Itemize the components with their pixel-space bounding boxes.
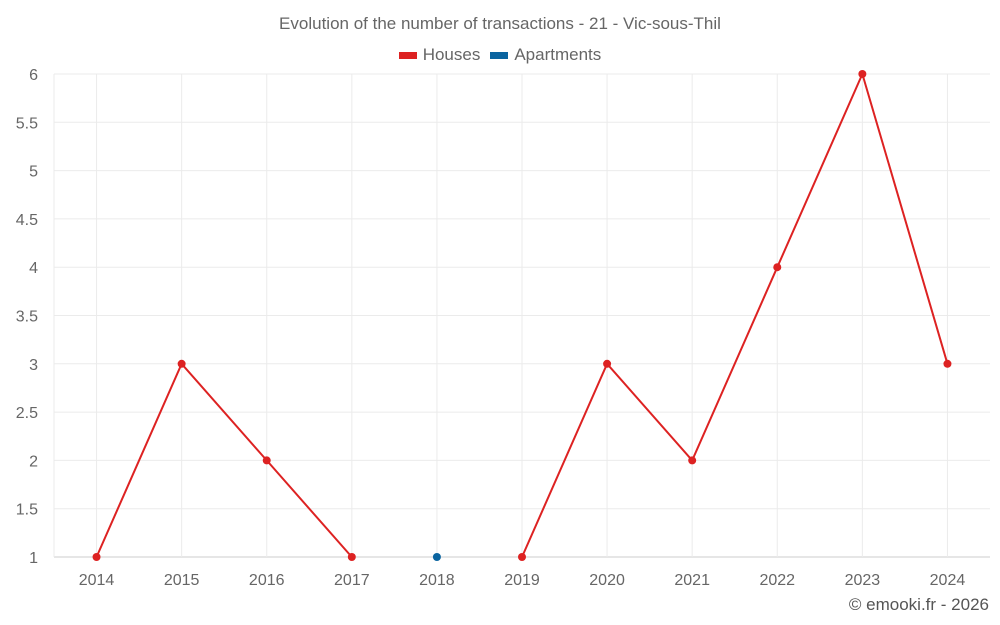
data-point-houses xyxy=(603,359,612,368)
y-tick-label: 5.5 xyxy=(16,115,38,132)
chart-title: Evolution of the number of transactions … xyxy=(279,14,721,33)
y-tick-label: 1 xyxy=(29,550,38,567)
x-tick-label: 2017 xyxy=(334,572,370,589)
data-point-houses xyxy=(177,359,186,368)
y-tick-label: 5 xyxy=(29,164,38,181)
legend-item-houses[interactable]: Houses xyxy=(398,45,481,65)
x-tick-label: 2024 xyxy=(930,572,966,589)
x-tick-label: 2016 xyxy=(249,572,285,589)
x-tick-label: 2020 xyxy=(589,572,625,589)
legend-item-apartments[interactable]: Apartments xyxy=(490,45,601,65)
y-tick-label: 4 xyxy=(29,260,38,277)
y-tick-label: 3 xyxy=(29,357,38,374)
data-point-houses xyxy=(262,456,271,465)
y-tick-label: 3.5 xyxy=(16,309,38,326)
data-point-houses xyxy=(92,553,101,561)
credit: © emooki.fr - 2026 xyxy=(848,595,989,614)
x-tick-label: 2018 xyxy=(419,572,455,589)
data-point-houses xyxy=(518,553,526,561)
x-tick-label: 2023 xyxy=(845,572,881,589)
legend-swatch-apartments xyxy=(490,51,509,59)
legend: Houses Apartments xyxy=(0,45,1000,65)
x-tick-label: 2021 xyxy=(674,572,710,589)
series-line-houses xyxy=(521,71,949,558)
data-point-apartments xyxy=(432,553,441,561)
x-tick-label: 2014 xyxy=(79,572,115,589)
x-tick-label: 2022 xyxy=(759,572,795,589)
x-tick-label: 2015 xyxy=(164,572,200,589)
y-tick-label: 6 xyxy=(29,67,38,84)
y-tick-label: 2.5 xyxy=(16,405,38,422)
legend-label-houses: Houses xyxy=(422,45,481,64)
legend-label-apartments: Apartments xyxy=(514,45,602,64)
y-tick-label: 1.5 xyxy=(16,502,38,519)
y-tick-label: 2 xyxy=(29,453,38,470)
data-point-houses xyxy=(943,359,952,368)
y-tick-label: 4.5 xyxy=(16,212,38,229)
data-point-houses xyxy=(858,70,867,78)
data-point-houses xyxy=(773,263,782,272)
legend-swatch-houses xyxy=(398,51,417,59)
series-line-houses xyxy=(95,361,353,558)
x-tick-label: 2019 xyxy=(504,572,540,589)
data-point-houses xyxy=(347,553,356,561)
data-point-houses xyxy=(688,456,697,465)
